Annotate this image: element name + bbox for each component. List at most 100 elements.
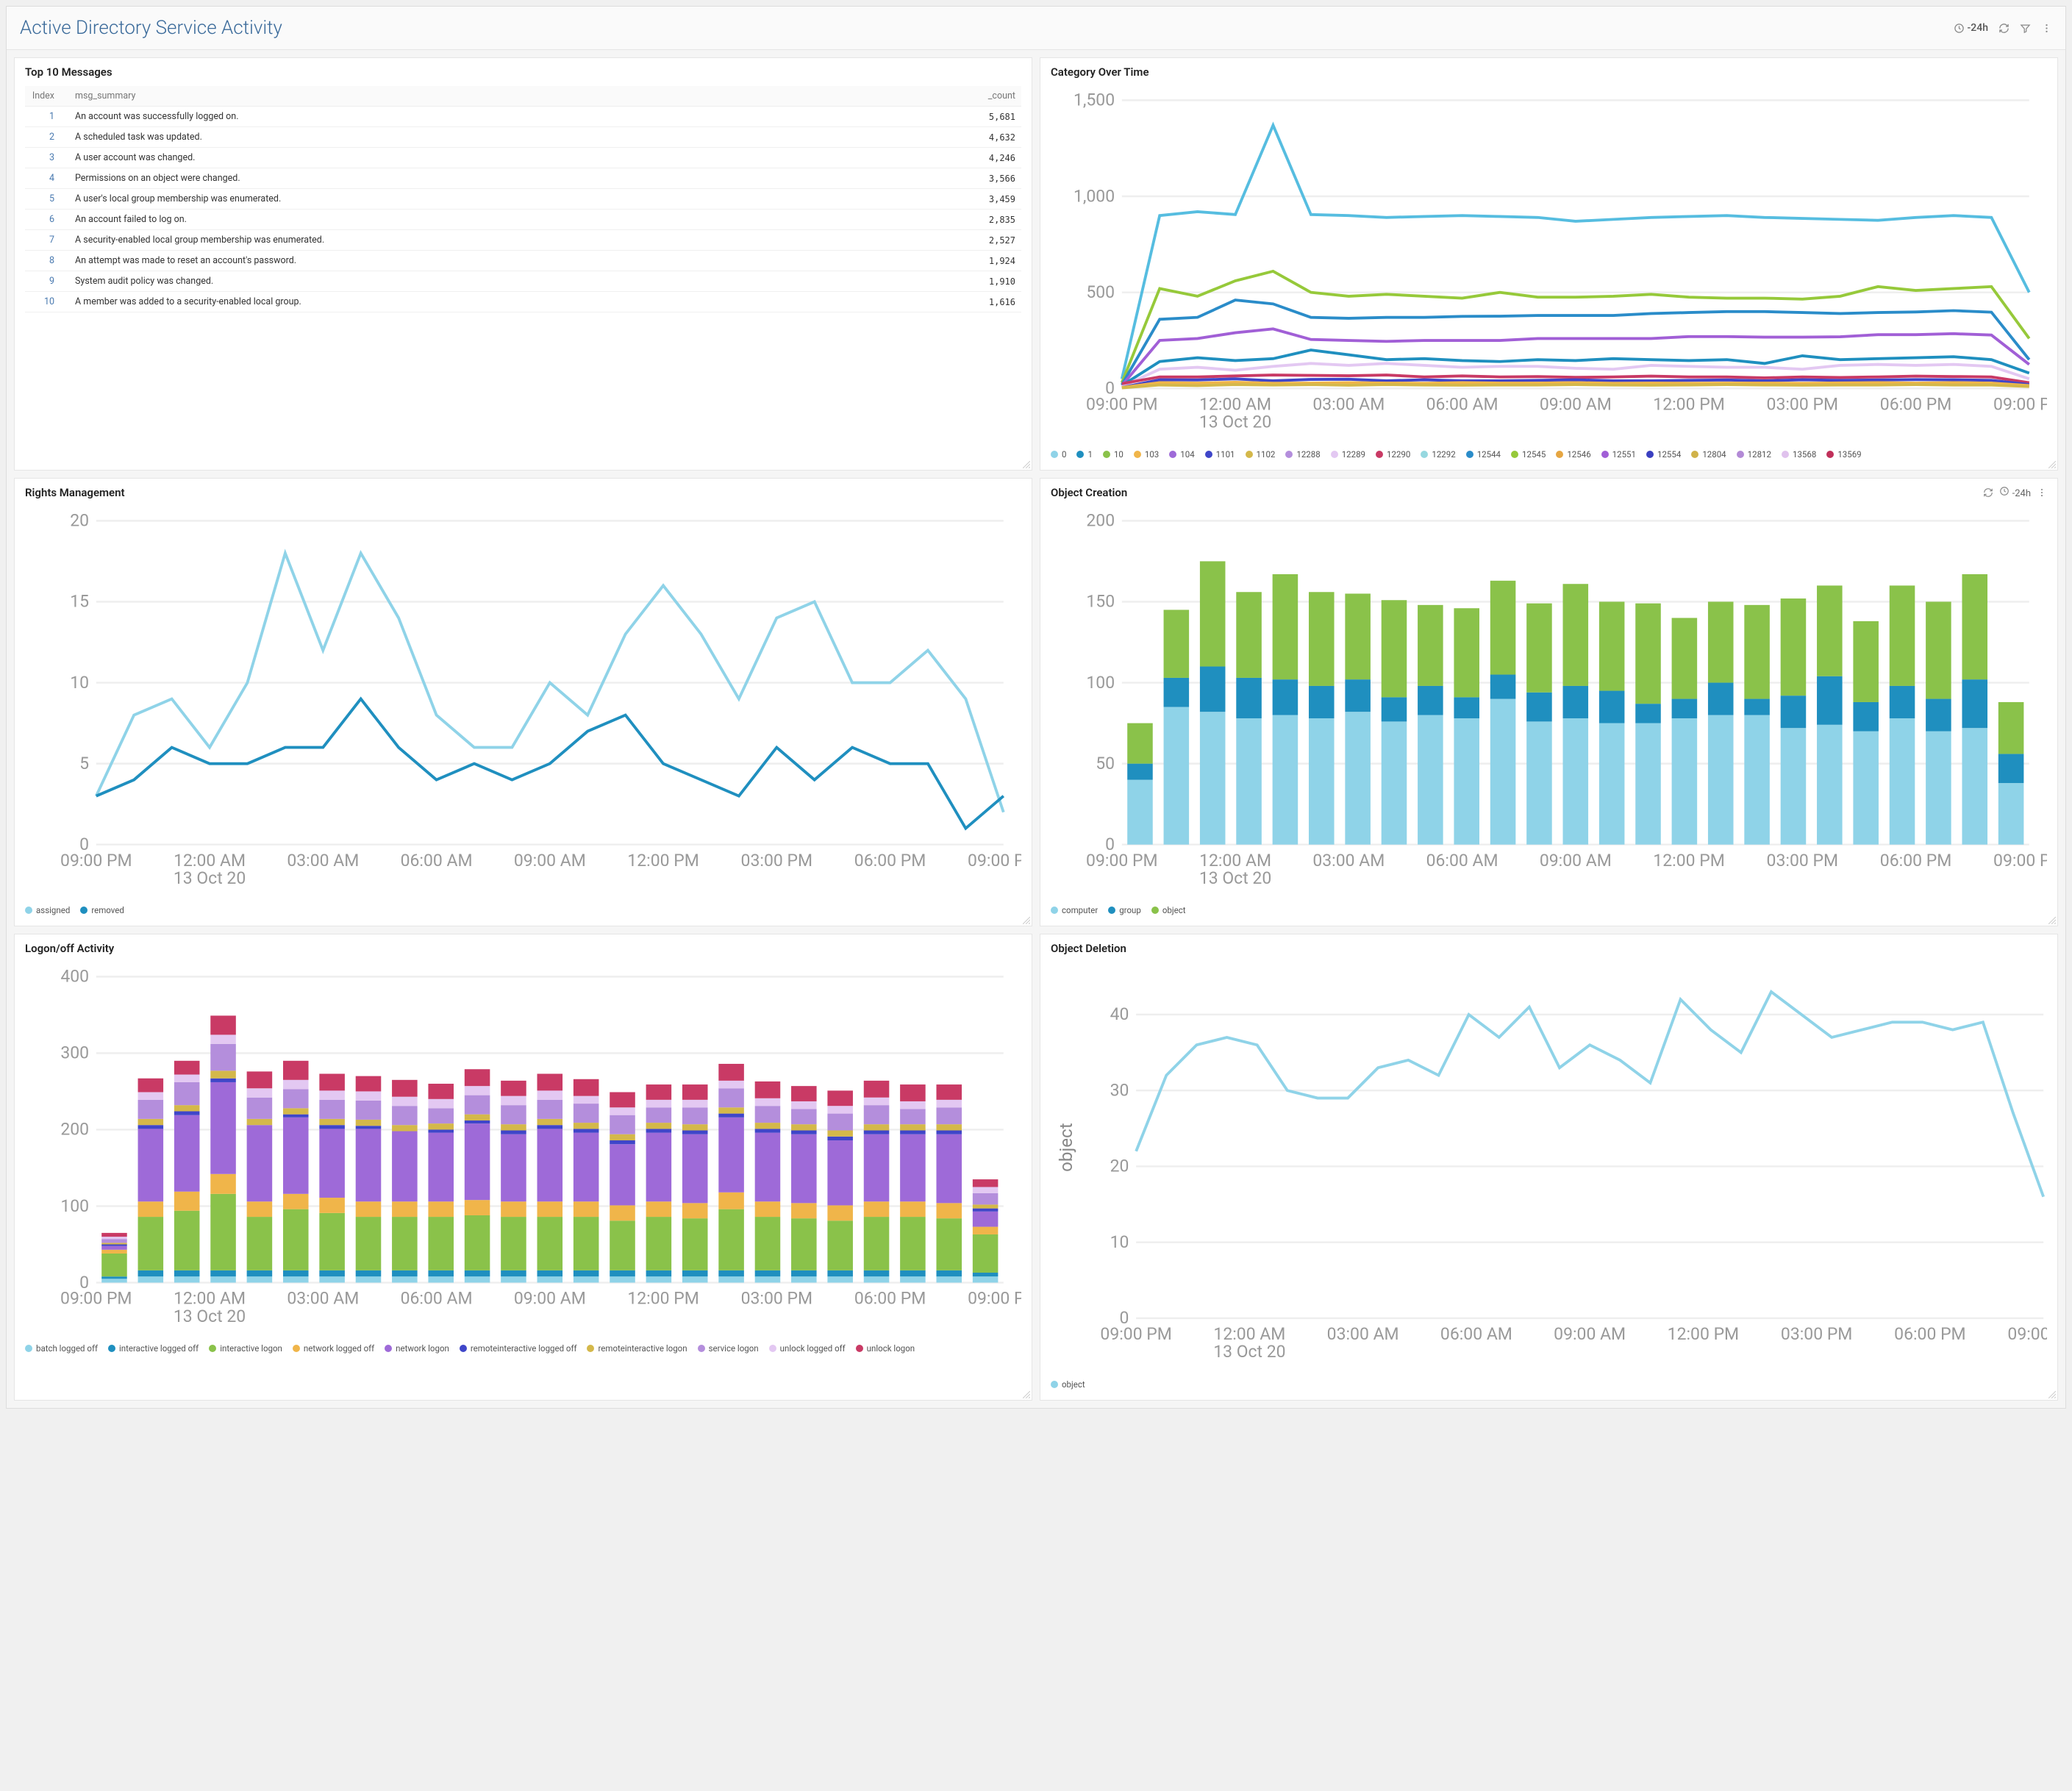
row-index: 5 [25, 189, 69, 210]
svg-text:06:00 AM: 06:00 AM [401, 851, 473, 871]
legend-label: 103 [1145, 449, 1159, 460]
category-over-time-chart[interactable]: 05001,0001,50009:00 PM12:00 AM13 Oct 200… [1051, 86, 2047, 442]
table-row[interactable]: 5 A user's local group membership was en… [25, 189, 1021, 210]
legend-item[interactable]: network logon [385, 1343, 449, 1354]
legend-item[interactable]: 10 [1103, 449, 1123, 460]
panel-title: Object Creation [1051, 486, 1127, 499]
kebab-menu-icon[interactable] [2037, 487, 2047, 498]
table-row[interactable]: 2 A scheduled task was updated. 4,632 [25, 127, 1021, 148]
legend-item[interactable]: 12546 [1556, 449, 1590, 460]
legend-item[interactable]: 1101 [1205, 449, 1235, 460]
panel-title: Object Deletion [1051, 942, 1126, 955]
legend-item[interactable]: removed [80, 905, 124, 915]
legend-label: 1102 [1257, 449, 1276, 460]
svg-text:03:00 AM: 03:00 AM [1312, 394, 1385, 414]
legend-label: 12551 [1612, 449, 1636, 460]
svg-text:13 Oct 20: 13 Oct 20 [1213, 1342, 1285, 1362]
legend-item[interactable]: unlock logon [856, 1343, 915, 1354]
table-row[interactable]: 1 An account was successfully logged on.… [25, 107, 1021, 127]
legend-item[interactable]: 13569 [1826, 449, 1861, 460]
svg-text:06:00 PM: 06:00 PM [854, 1289, 926, 1309]
refresh-icon[interactable] [1983, 487, 1993, 498]
legend-item[interactable]: 1 [1076, 449, 1092, 460]
legend-item[interactable]: 1102 [1246, 449, 1276, 460]
table-row[interactable]: 9 System audit policy was changed. 1,910 [25, 271, 1021, 292]
legend-swatch [1103, 451, 1110, 458]
legend-label: 12812 [1748, 449, 1771, 460]
legend-item[interactable]: 103 [1134, 449, 1159, 460]
table-header-count[interactable]: _count [897, 86, 1021, 107]
legend-item[interactable]: 13568 [1782, 449, 1816, 460]
legend-swatch [1421, 451, 1428, 458]
legend-label: object [1162, 905, 1186, 915]
legend-item[interactable]: 12812 [1737, 449, 1771, 460]
legend-item[interactable]: 12545 [1511, 449, 1546, 460]
object-deletion-chart[interactable]: 01020304009:00 PM12:00 AM13 Oct 2003:00 … [1051, 962, 2047, 1372]
messages-table: Index msg_summary _count 1 An account wa… [25, 86, 1021, 312]
svg-text:03:00 PM: 03:00 PM [741, 1289, 812, 1309]
row-index: 4 [25, 168, 69, 189]
resize-handle[interactable] [1023, 917, 1030, 924]
svg-text:13 Oct 20: 13 Oct 20 [1199, 868, 1271, 888]
legend-item[interactable]: 12290 [1376, 449, 1410, 460]
table-row[interactable]: 7 A security-enabled local group members… [25, 230, 1021, 251]
legend-item[interactable]: object [1151, 905, 1186, 915]
legend-item[interactable]: 12554 [1646, 449, 1681, 460]
legend-item[interactable]: object [1051, 1379, 1085, 1390]
legend-item[interactable]: 12292 [1421, 449, 1455, 460]
legend-item[interactable]: interactive logon [209, 1343, 282, 1354]
legend-swatch [1646, 451, 1654, 458]
kebab-menu-icon[interactable] [2041, 23, 2052, 34]
legend-item[interactable]: 12289 [1331, 449, 1365, 460]
legend-label: interactive logged off [119, 1343, 199, 1354]
filter-icon[interactable] [2020, 23, 2031, 34]
table-header-summary[interactable]: msg_summary [69, 86, 897, 107]
legend-item[interactable]: assigned [25, 905, 70, 915]
legend-item[interactable]: 104 [1169, 449, 1194, 460]
refresh-icon[interactable] [1998, 23, 2010, 34]
resize-handle[interactable] [2048, 1391, 2056, 1398]
legend-item[interactable]: unlock logged off [769, 1343, 846, 1354]
svg-text:1,000: 1,000 [1073, 186, 1115, 206]
table-row[interactable]: 6 An account failed to log on. 2,835 [25, 210, 1021, 230]
table-row[interactable]: 4 Permissions on an object were changed.… [25, 168, 1021, 189]
legend-item[interactable]: remoteinteractive logged off [460, 1343, 577, 1354]
table-row[interactable]: 3 A user account was changed. 4,246 [25, 148, 1021, 168]
table-row[interactable]: 10 A member was added to a security-enab… [25, 292, 1021, 312]
svg-text:200: 200 [60, 1120, 89, 1140]
legend-label: assigned [36, 905, 70, 915]
panel-time-range[interactable]: -24h [1999, 486, 2031, 499]
legend-item[interactable]: 0 [1051, 449, 1066, 460]
row-summary: Permissions on an object were changed. [69, 168, 897, 189]
legend-item[interactable]: 12551 [1601, 449, 1636, 460]
resize-handle[interactable] [2048, 461, 2056, 468]
resize-handle[interactable] [2048, 917, 2056, 924]
legend-label: 13568 [1793, 449, 1816, 460]
rights-management-chart[interactable]: 0510152009:00 PM12:00 AM13 Oct 2003:00 A… [25, 507, 1021, 898]
legend-item[interactable]: 12288 [1285, 449, 1320, 460]
svg-text:12:00 AM: 12:00 AM [174, 851, 246, 871]
table-row[interactable]: 8 An attempt was made to reset an accoun… [25, 251, 1021, 271]
panel-time-range-label: -24h [2012, 488, 2031, 499]
legend-item[interactable]: interactive logged off [108, 1343, 199, 1354]
legend-item[interactable]: batch logged off [25, 1343, 98, 1354]
legend-item[interactable]: group [1108, 905, 1141, 915]
logon-activity-chart[interactable]: 010020030040009:00 PM12:00 AM13 Oct 2003… [25, 962, 1021, 1336]
legend-swatch [1051, 907, 1058, 914]
table-header-index[interactable]: Index [25, 86, 69, 107]
resize-handle[interactable] [1023, 1391, 1030, 1398]
row-index: 2 [25, 127, 69, 148]
legend-item[interactable]: remoteinteractive logon [587, 1343, 687, 1354]
object-creation-chart[interactable]: 05010015020009:00 PM12:00 AM13 Oct 2003:… [1051, 507, 2047, 898]
legend-label: 104 [1180, 449, 1194, 460]
legend-item[interactable]: 12544 [1466, 449, 1501, 460]
legend-item[interactable]: 12804 [1691, 449, 1726, 460]
dashboard: Active Directory Service Activity -24h [6, 6, 2066, 1409]
time-range-selector[interactable]: -24h [1954, 22, 1988, 34]
svg-text:03:00 PM: 03:00 PM [1767, 394, 1838, 414]
legend-item[interactable]: network logged off [293, 1343, 374, 1354]
legend-item[interactable]: service logon [698, 1343, 759, 1354]
resize-handle[interactable] [1023, 461, 1030, 468]
legend-swatch [1691, 451, 1698, 458]
legend-item[interactable]: computer [1051, 905, 1098, 915]
